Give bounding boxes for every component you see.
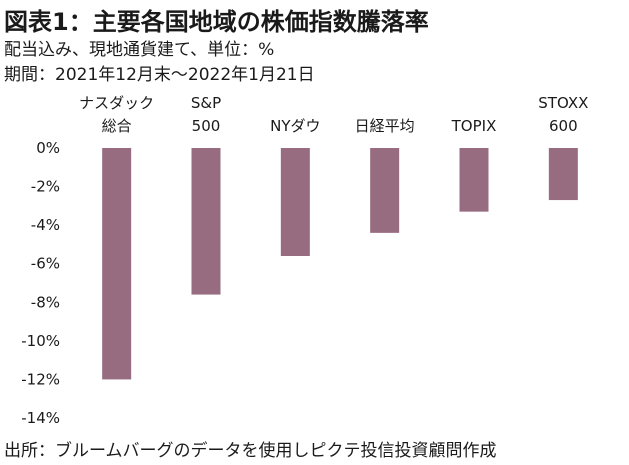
y-tick-label: -6% (31, 255, 60, 273)
category-label: NYダウ (270, 117, 320, 135)
bar (102, 148, 132, 380)
category-label: TOPIX (451, 117, 497, 135)
bar (459, 148, 489, 212)
y-tick-label: -14% (21, 409, 60, 427)
category-label: 600 (549, 117, 578, 135)
y-tick-label: 0% (36, 139, 60, 157)
category-label: ナスダック (79, 94, 154, 112)
y-tick-label: -4% (31, 216, 60, 234)
bar (370, 148, 400, 233)
y-tick-label: -8% (31, 293, 60, 311)
bar (280, 148, 310, 256)
y-tick-label: -12% (21, 370, 60, 388)
page-title: 図表1：主要各国地域の株価指数騰落率 (4, 8, 429, 36)
category-label: 日経平均 (355, 117, 415, 135)
category-label: S&P (191, 94, 221, 112)
category-label: 500 (192, 117, 221, 135)
y-tick-label: -10% (21, 332, 60, 350)
y-tick-label: -2% (31, 178, 60, 196)
bar (548, 148, 578, 201)
source-note: 出所：ブルームバーグのデータを使用しピクテ投信投資顧問作成 (4, 441, 497, 461)
chart-subtitle-period: 期間：2021年12月末～2022年1月21日 (4, 65, 315, 85)
category-label: STOXX (538, 94, 588, 112)
chart-subtitle-units: 配当込み、現地通貨建て、単位：% (4, 40, 275, 60)
bar (191, 148, 221, 295)
category-label: 総合 (102, 117, 132, 135)
